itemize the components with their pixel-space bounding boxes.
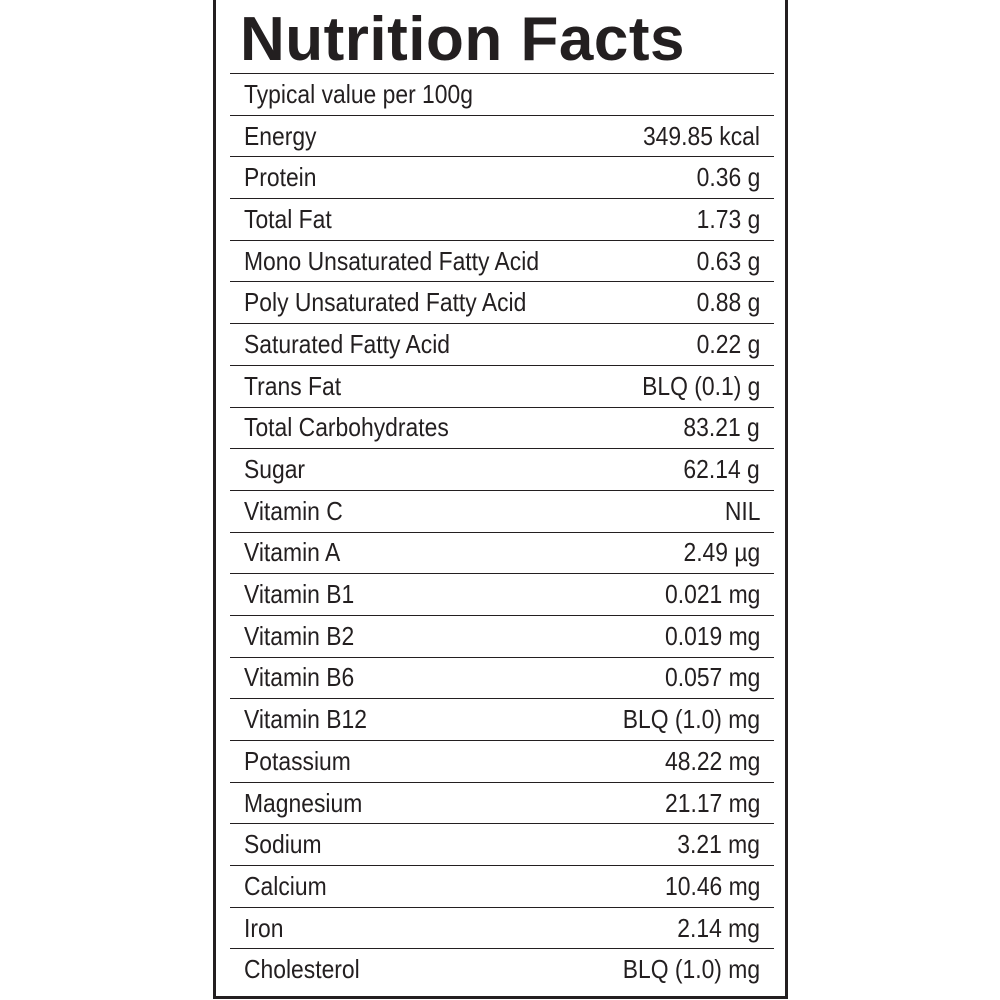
nutrition-facts-label: Nutrition Facts Typical value per 100g E… (213, 0, 788, 999)
nutrient-value: 62.14 g (683, 454, 760, 485)
nutrient-name: Energy (244, 120, 317, 151)
serving-text: Typical value per 100g (244, 78, 473, 109)
nutrient-row: Mono Unsaturated Fatty Acid 0.63 g (230, 239, 774, 282)
nutrient-name: Iron (244, 912, 284, 943)
nutrient-row: Potassium 48.22 mg (230, 740, 774, 782)
nutrient-value: 3.21 mg (677, 829, 760, 860)
nutrient-value: 10.46 mg (664, 870, 760, 901)
nutrient-name: Vitamin C (244, 495, 343, 526)
nutrient-value: 0.019 mg (664, 620, 760, 651)
nutrient-name: Total Carbohydrates (244, 412, 449, 443)
nutrient-row: Protein 0.36 g (230, 156, 774, 198)
nutrient-value: 0.36 g (696, 162, 760, 193)
nutrient-name: Poly Unsaturated Fatty Acid (244, 287, 527, 318)
nutrient-row: Vitamin B2 0.019 mg (230, 614, 774, 657)
nutrient-name: Vitamin A (244, 537, 341, 568)
nutrient-row: Vitamin B1 0.021 mg (230, 573, 774, 615)
nutrient-name: Potassium (244, 745, 351, 776)
nutrient-name: Cholesterol (244, 954, 360, 985)
nutrient-value: NIL (724, 495, 760, 526)
nutrient-row: Calcium 10.46 mg (230, 865, 774, 907)
nutrient-name: Magnesium (244, 787, 363, 818)
nutrient-name: Sugar (244, 454, 306, 485)
nutrient-name: Vitamin B2 (244, 620, 355, 651)
nutrient-value: 0.021 mg (664, 579, 760, 610)
nutrient-row: Magnesium 21.17 mg (230, 781, 774, 824)
nutrient-value: 0.057 mg (664, 662, 760, 693)
nutrient-value: 2.49 µg (683, 537, 760, 568)
nutrient-row: Energy 349.85 kcal (230, 114, 774, 157)
nutrient-value: 83.21 g (683, 412, 760, 443)
nutrient-name: Sodium (244, 829, 322, 860)
nutrient-row: Total Carbohydrates 83.21 g (230, 406, 774, 449)
nutrient-row: Sugar 62.14 g (230, 448, 774, 490)
nutrient-name: Vitamin B6 (244, 662, 355, 693)
nutrient-name: Mono Unsaturated Fatty Acid (244, 245, 540, 276)
nutrient-row: Saturated Fatty Acid 0.22 g (230, 323, 774, 365)
nutrient-row: Total Fat 1.73 g (230, 198, 774, 240)
nutrient-value: BLQ (0.1) g (641, 370, 760, 401)
nutrient-value: 0.22 g (696, 328, 760, 359)
nutrient-value: 349.85 kcal (642, 120, 760, 151)
nutrient-row: Poly Unsaturated Fatty Acid 0.88 g (230, 281, 774, 323)
label-title: Nutrition Facts (240, 5, 685, 74)
nutrient-value: 0.63 g (696, 245, 760, 276)
nutrient-row: Vitamin B12 BLQ (1.0) mg (230, 698, 774, 740)
nutrient-value: 48.22 mg (664, 745, 760, 776)
nutrient-value: BLQ (1.0) mg (622, 704, 760, 735)
nutrient-row: Iron 2.14 mg (230, 906, 774, 949)
nutrient-row: Cholesterol BLQ (1.0) mg (230, 948, 774, 990)
nutrient-name: Trans Fat (244, 370, 342, 401)
nutrient-name: Protein (244, 162, 317, 193)
nutrient-name: Saturated Fatty Acid (244, 328, 451, 359)
nutrient-value: 1.73 g (696, 203, 760, 234)
nutrient-value: BLQ (1.0) mg (622, 954, 760, 985)
nutrient-row: Vitamin B6 0.057 mg (230, 656, 774, 699)
nutrient-name: Vitamin B12 (244, 704, 367, 735)
nutrient-row: Vitamin C NIL (230, 489, 774, 532)
nutrient-value: 2.14 mg (677, 912, 760, 943)
nutrient-value: 21.17 mg (664, 787, 760, 818)
serving-row: Typical value per 100g (230, 73, 774, 115)
nutrient-name: Calcium (244, 870, 327, 901)
nutrient-row: Vitamin A 2.49 µg (230, 531, 774, 574)
nutrient-table: Typical value per 100g Energy 349.85 kca… (230, 73, 774, 990)
nutrient-name: Total Fat (244, 203, 332, 234)
nutrient-name: Vitamin B1 (244, 579, 355, 610)
nutrient-row: Sodium 3.21 mg (230, 823, 774, 865)
nutrient-value: 0.88 g (696, 287, 760, 318)
nutrient-row: Trans Fat BLQ (0.1) g (230, 364, 774, 407)
